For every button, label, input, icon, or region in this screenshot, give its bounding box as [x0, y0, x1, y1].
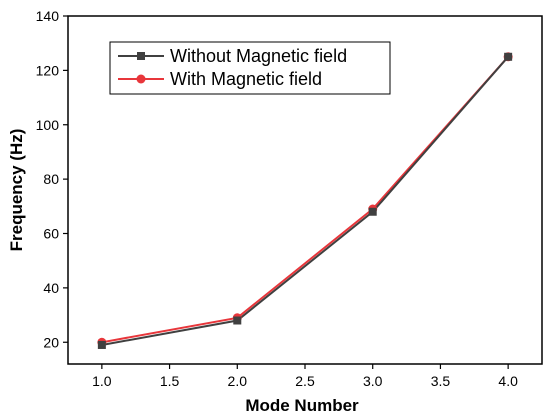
legend: Without Magnetic field With Magnetic fie… [109, 41, 391, 95]
x-axis-title: Mode Number [245, 396, 359, 415]
x-axis-ticks: 1.0 1.5 2.0 2.5 3.0 3.5 4.0 [92, 364, 518, 389]
series-line [101, 56, 509, 344]
data-point [504, 52, 513, 61]
x-tick-label: 4.0 [498, 373, 518, 389]
legend-marker-with [136, 74, 146, 84]
x-tick-label: 1.5 [160, 373, 180, 389]
y-axis-title: Frequency (Hz) [7, 129, 26, 252]
legend-label-without: Without Magnetic field [170, 46, 347, 66]
x-tick-label: 3.5 [431, 373, 451, 389]
x-tick-label: 3.0 [363, 373, 383, 389]
y-tick-label: 120 [36, 62, 60, 78]
data-point [233, 316, 242, 325]
plot-frame [67, 15, 543, 365]
y-tick-label: 60 [43, 226, 59, 242]
x-tick-label: 2.5 [295, 373, 315, 389]
series-line [101, 56, 509, 346]
legend-box [109, 41, 391, 95]
legend-entry-with: With Magnetic field [118, 69, 322, 89]
legend-marker-without [137, 52, 145, 60]
data-point [368, 207, 377, 216]
series-layer [97, 52, 513, 349]
y-axis-ticks: 20 40 60 80 100 120 140 [36, 8, 68, 350]
x-tick-label: 2.0 [228, 373, 248, 389]
legend-label-with: With Magnetic field [170, 69, 322, 89]
y-tick-label: 140 [36, 8, 60, 24]
x-tick-label: 1.0 [92, 373, 112, 389]
y-tick-label: 80 [43, 171, 59, 187]
y-tick-label: 40 [43, 280, 59, 296]
y-tick-label: 100 [36, 117, 60, 133]
data-point [97, 340, 106, 349]
legend-entry-without: Without Magnetic field [118, 46, 347, 66]
y-tick-label: 20 [43, 334, 59, 350]
